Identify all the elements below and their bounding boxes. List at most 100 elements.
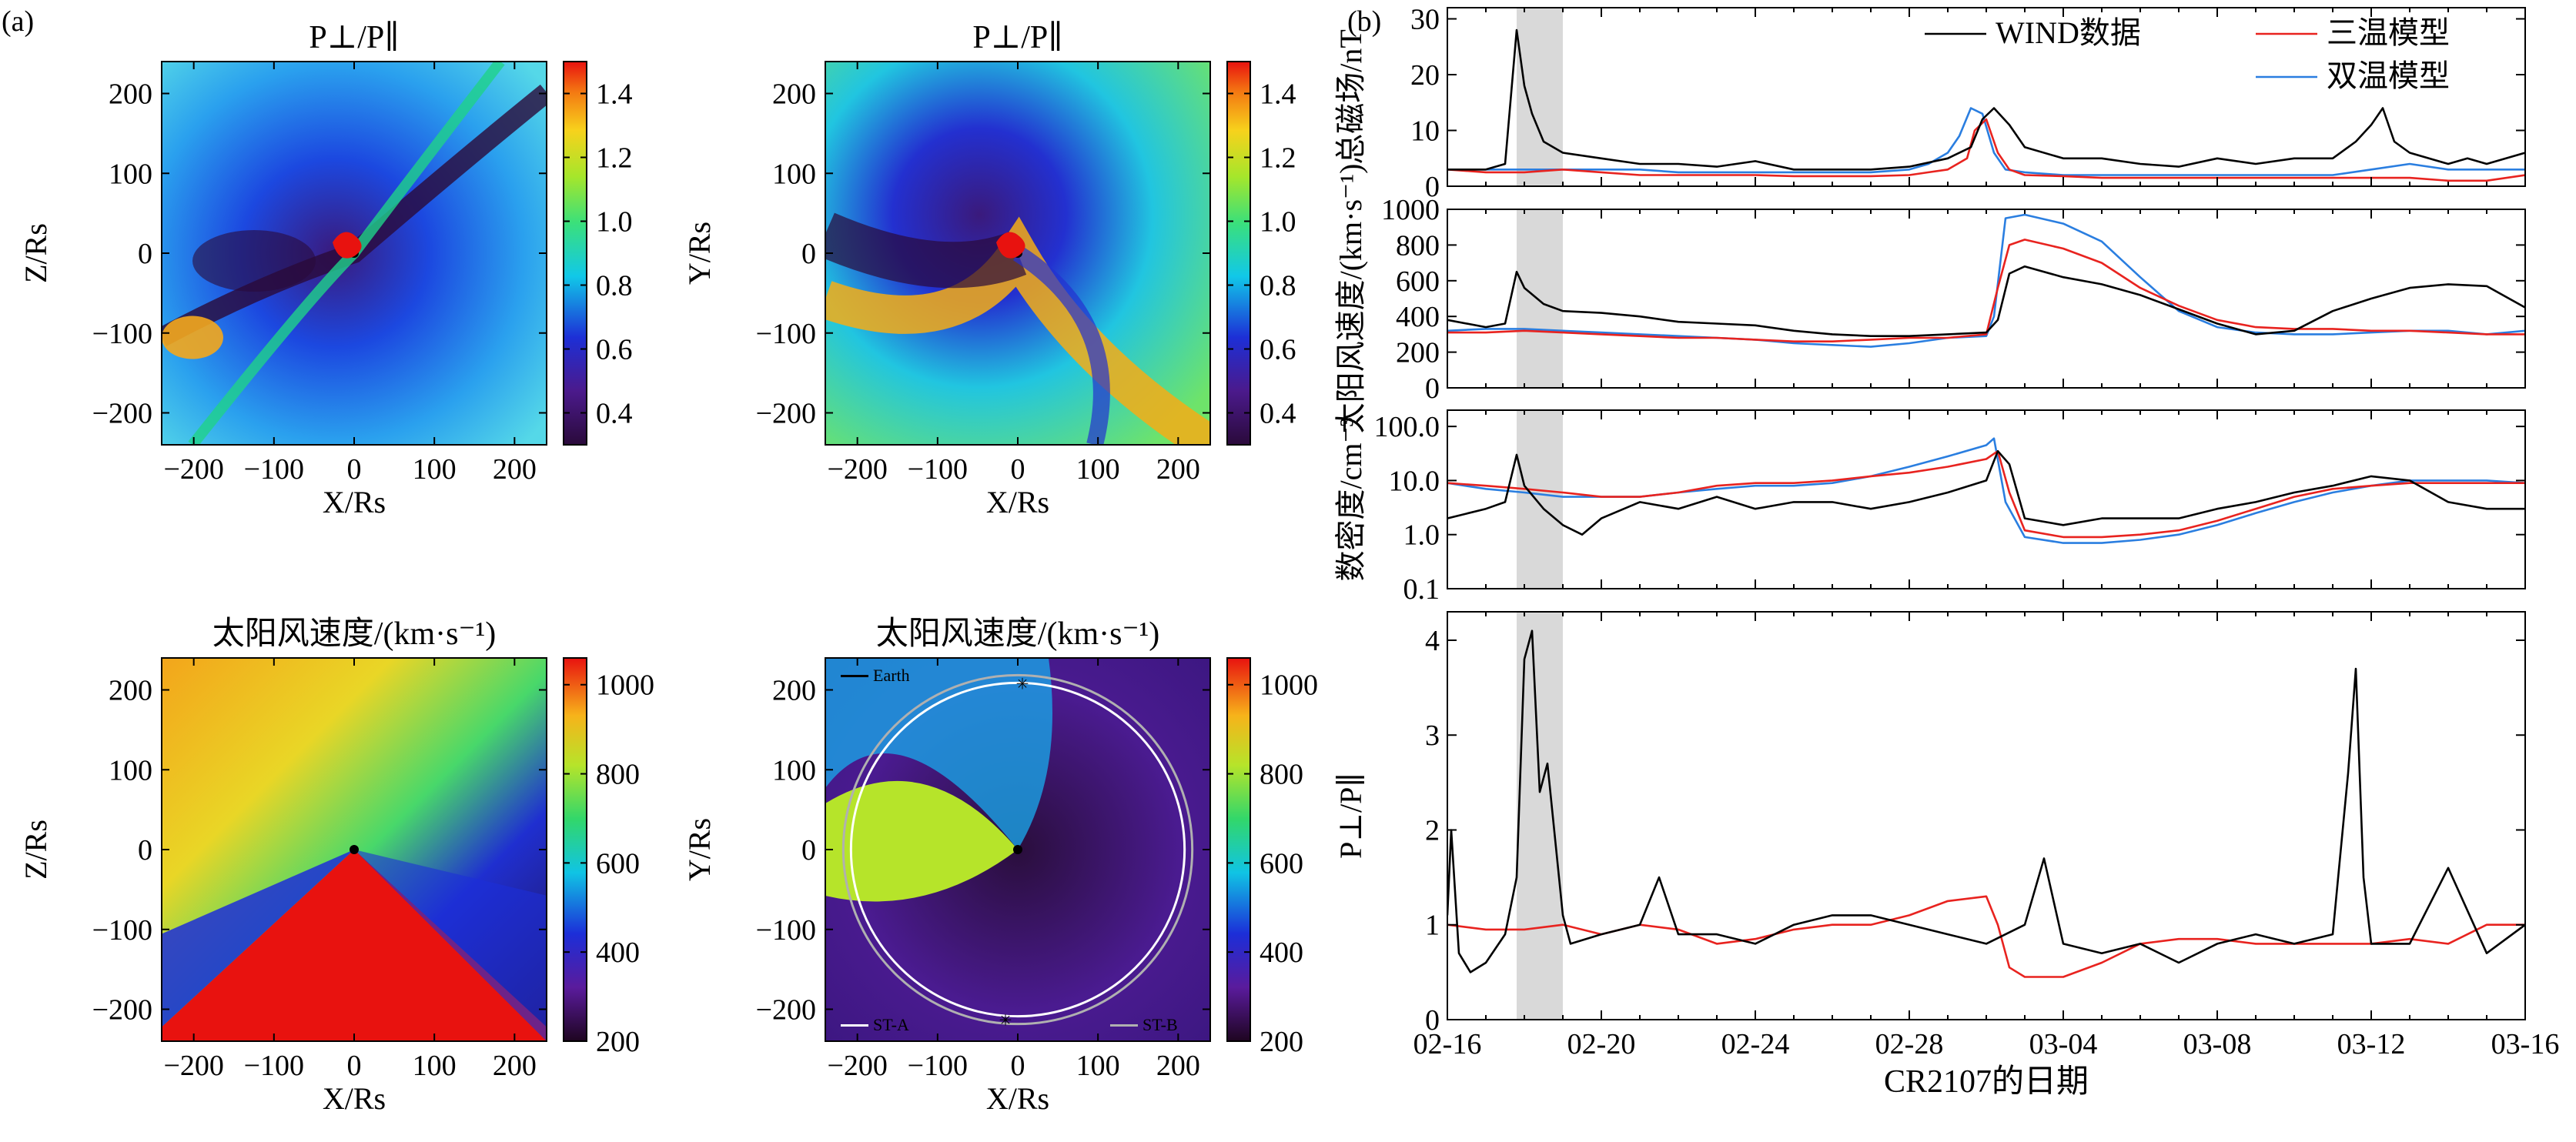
x-tick-label: 03-04	[2029, 1028, 2098, 1060]
series-group	[1447, 28, 2525, 182]
series-line-two-temp	[1447, 107, 2525, 176]
series-line-three-temp	[1447, 449, 2525, 539]
y-tick-label: 200	[109, 78, 152, 111]
st-a-marker: ✳	[1016, 676, 1029, 693]
y-tick-label: −100	[756, 318, 816, 350]
y-tick-label: −200	[756, 398, 816, 430]
x-tick-label: 03-12	[2337, 1028, 2406, 1060]
map-ylabel: Y/Rs	[682, 818, 717, 881]
colorbar-tick-label: 800	[1260, 759, 1303, 791]
y-tick-label: −200	[92, 398, 152, 430]
x-tick-label: −100	[908, 1050, 968, 1082]
x-tick-label: 100	[413, 453, 457, 486]
y-tick-label: 10	[1410, 115, 1440, 148]
x-tick-label: 03-08	[2183, 1028, 2252, 1060]
x-tick-label: 200	[1156, 1050, 1200, 1082]
y-tick-label: 1.0	[1403, 519, 1440, 552]
y-tick-label: −100	[756, 914, 816, 947]
event-shading	[1517, 8, 1563, 186]
x-tick-label: −200	[163, 1050, 223, 1082]
legend-swatch-st-b	[1110, 1024, 1138, 1027]
colorbar-tick-label: 0.6	[596, 334, 633, 366]
y-tick-label: 100	[109, 158, 152, 190]
map-xlabel: X/Rs	[323, 485, 386, 519]
y-tick-label: 2	[1425, 814, 1440, 846]
slow-wind-band	[354, 850, 547, 1041]
series-group	[1447, 629, 2525, 978]
x-tick-label: 100	[1076, 453, 1120, 486]
y-tick-label: 200	[1396, 337, 1440, 369]
colorbar-tick-label: 0.4	[1260, 398, 1296, 430]
panel-ylabel: 太阳风速度/(km·s⁻¹)	[1333, 164, 1368, 434]
series-line-two-temp	[1447, 213, 2525, 348]
legend-label-wind: WIND数据	[1996, 15, 2141, 50]
low-ratio-region	[192, 230, 316, 292]
st-b-marker: ✳	[999, 1013, 1012, 1030]
sun-marker	[350, 845, 359, 854]
timeseries-panel-1: 0 10 20 30 总磁场/nT	[1333, 4, 2526, 203]
y-tick-label: 1000	[1381, 194, 1440, 226]
series-line-two-temp	[1447, 437, 2525, 544]
fast-wind-south	[162, 850, 547, 1041]
y-tick-label: 3	[1425, 720, 1440, 752]
x-tick-label: −200	[827, 453, 887, 486]
event-shading	[1517, 410, 1563, 589]
x-tick-label: −100	[244, 453, 304, 486]
y-tick-label: 30	[1410, 4, 1440, 36]
x-axis-label: CR2107的日期	[1884, 1064, 2089, 1100]
intermediate-wind	[825, 658, 1052, 850]
x-tick-label: 0	[347, 1050, 362, 1082]
panel-label-a: (a)	[2, 5, 34, 38]
y-tick-label: −100	[92, 318, 152, 350]
y-tick-label: −200	[756, 994, 816, 1027]
x-tick-label: −200	[827, 1050, 887, 1082]
x-tick-label: 02-24	[1721, 1028, 1790, 1060]
map-panel-4: Earth ST-A ST-B ✳ ✳ 太阳风速度/(km·s⁻¹) X/Rs Y/Rs −20…	[682, 616, 1318, 1116]
x-tick-label: −100	[244, 1050, 304, 1082]
map-ylabel: Z/Rs	[18, 223, 53, 283]
near-sun-high-ratio	[333, 232, 362, 259]
map-title: 太阳风速度/(km·s⁻¹)	[876, 616, 1159, 652]
panel-label-b: (b)	[1347, 5, 1381, 38]
x-tick-label: 200	[493, 453, 537, 486]
series-line-wind	[1447, 629, 2525, 973]
colorbar-tick-label: 0.8	[1260, 270, 1296, 302]
map-panel-1: P⊥/P∥ X/Rs Z/Rs −200 −200 −100 −100 0 0 100 100 200…	[18, 20, 633, 519]
legend-label-st-b: ST-B	[1142, 1015, 1178, 1034]
map-image	[825, 62, 1210, 445]
colorbar-tick-label: 1.4	[1260, 78, 1296, 111]
y-tick-label: 100.0	[1374, 411, 1440, 443]
map-panel-3: 太阳风速度/(km·s⁻¹) X/Rs Z/Rs −200 −200 −100 −100 0 0…	[18, 616, 654, 1116]
series-line-three-temp	[1447, 895, 2525, 978]
y-tick-label: 200	[109, 675, 152, 707]
x-tick-label: 02-16	[1413, 1028, 1482, 1060]
map-image: Earth ST-A ST-B ✳ ✳	[825, 658, 1210, 1041]
map-title: 太阳风速度/(km·s⁻¹)	[212, 616, 496, 652]
colorbar-tick-label: 400	[1260, 937, 1303, 969]
x-tick-label: 02-28	[1875, 1028, 1944, 1060]
x-tick-label: 0	[1011, 453, 1025, 486]
x-tick-label: 100	[413, 1050, 457, 1082]
colorbar-tick-label: 200	[596, 1026, 640, 1058]
y-tick-label: 0	[138, 238, 152, 270]
colorbar-tick-label: 600	[1260, 847, 1303, 880]
x-tick-label: 100	[1076, 1050, 1120, 1082]
map-title: P⊥/P∥	[972, 20, 1062, 55]
panel-frame	[1447, 409, 2526, 589]
panel-frame	[1447, 209, 2526, 389]
series-line-wind	[1447, 449, 2525, 536]
high-ratio-region	[162, 316, 223, 359]
x-tick-label: 200	[493, 1050, 537, 1082]
map-title: P⊥/P∥	[309, 20, 399, 55]
y-tick-label: 4	[1425, 625, 1440, 657]
y-tick-label: 200	[772, 675, 816, 707]
map-image	[162, 658, 547, 1041]
series-group	[1447, 437, 2525, 544]
x-tick-label: −200	[163, 453, 223, 486]
colorbar-tick-label: 0.4	[596, 398, 633, 430]
x-tick-label: 200	[1156, 453, 1200, 486]
y-tick-label: 0.1	[1403, 573, 1440, 606]
